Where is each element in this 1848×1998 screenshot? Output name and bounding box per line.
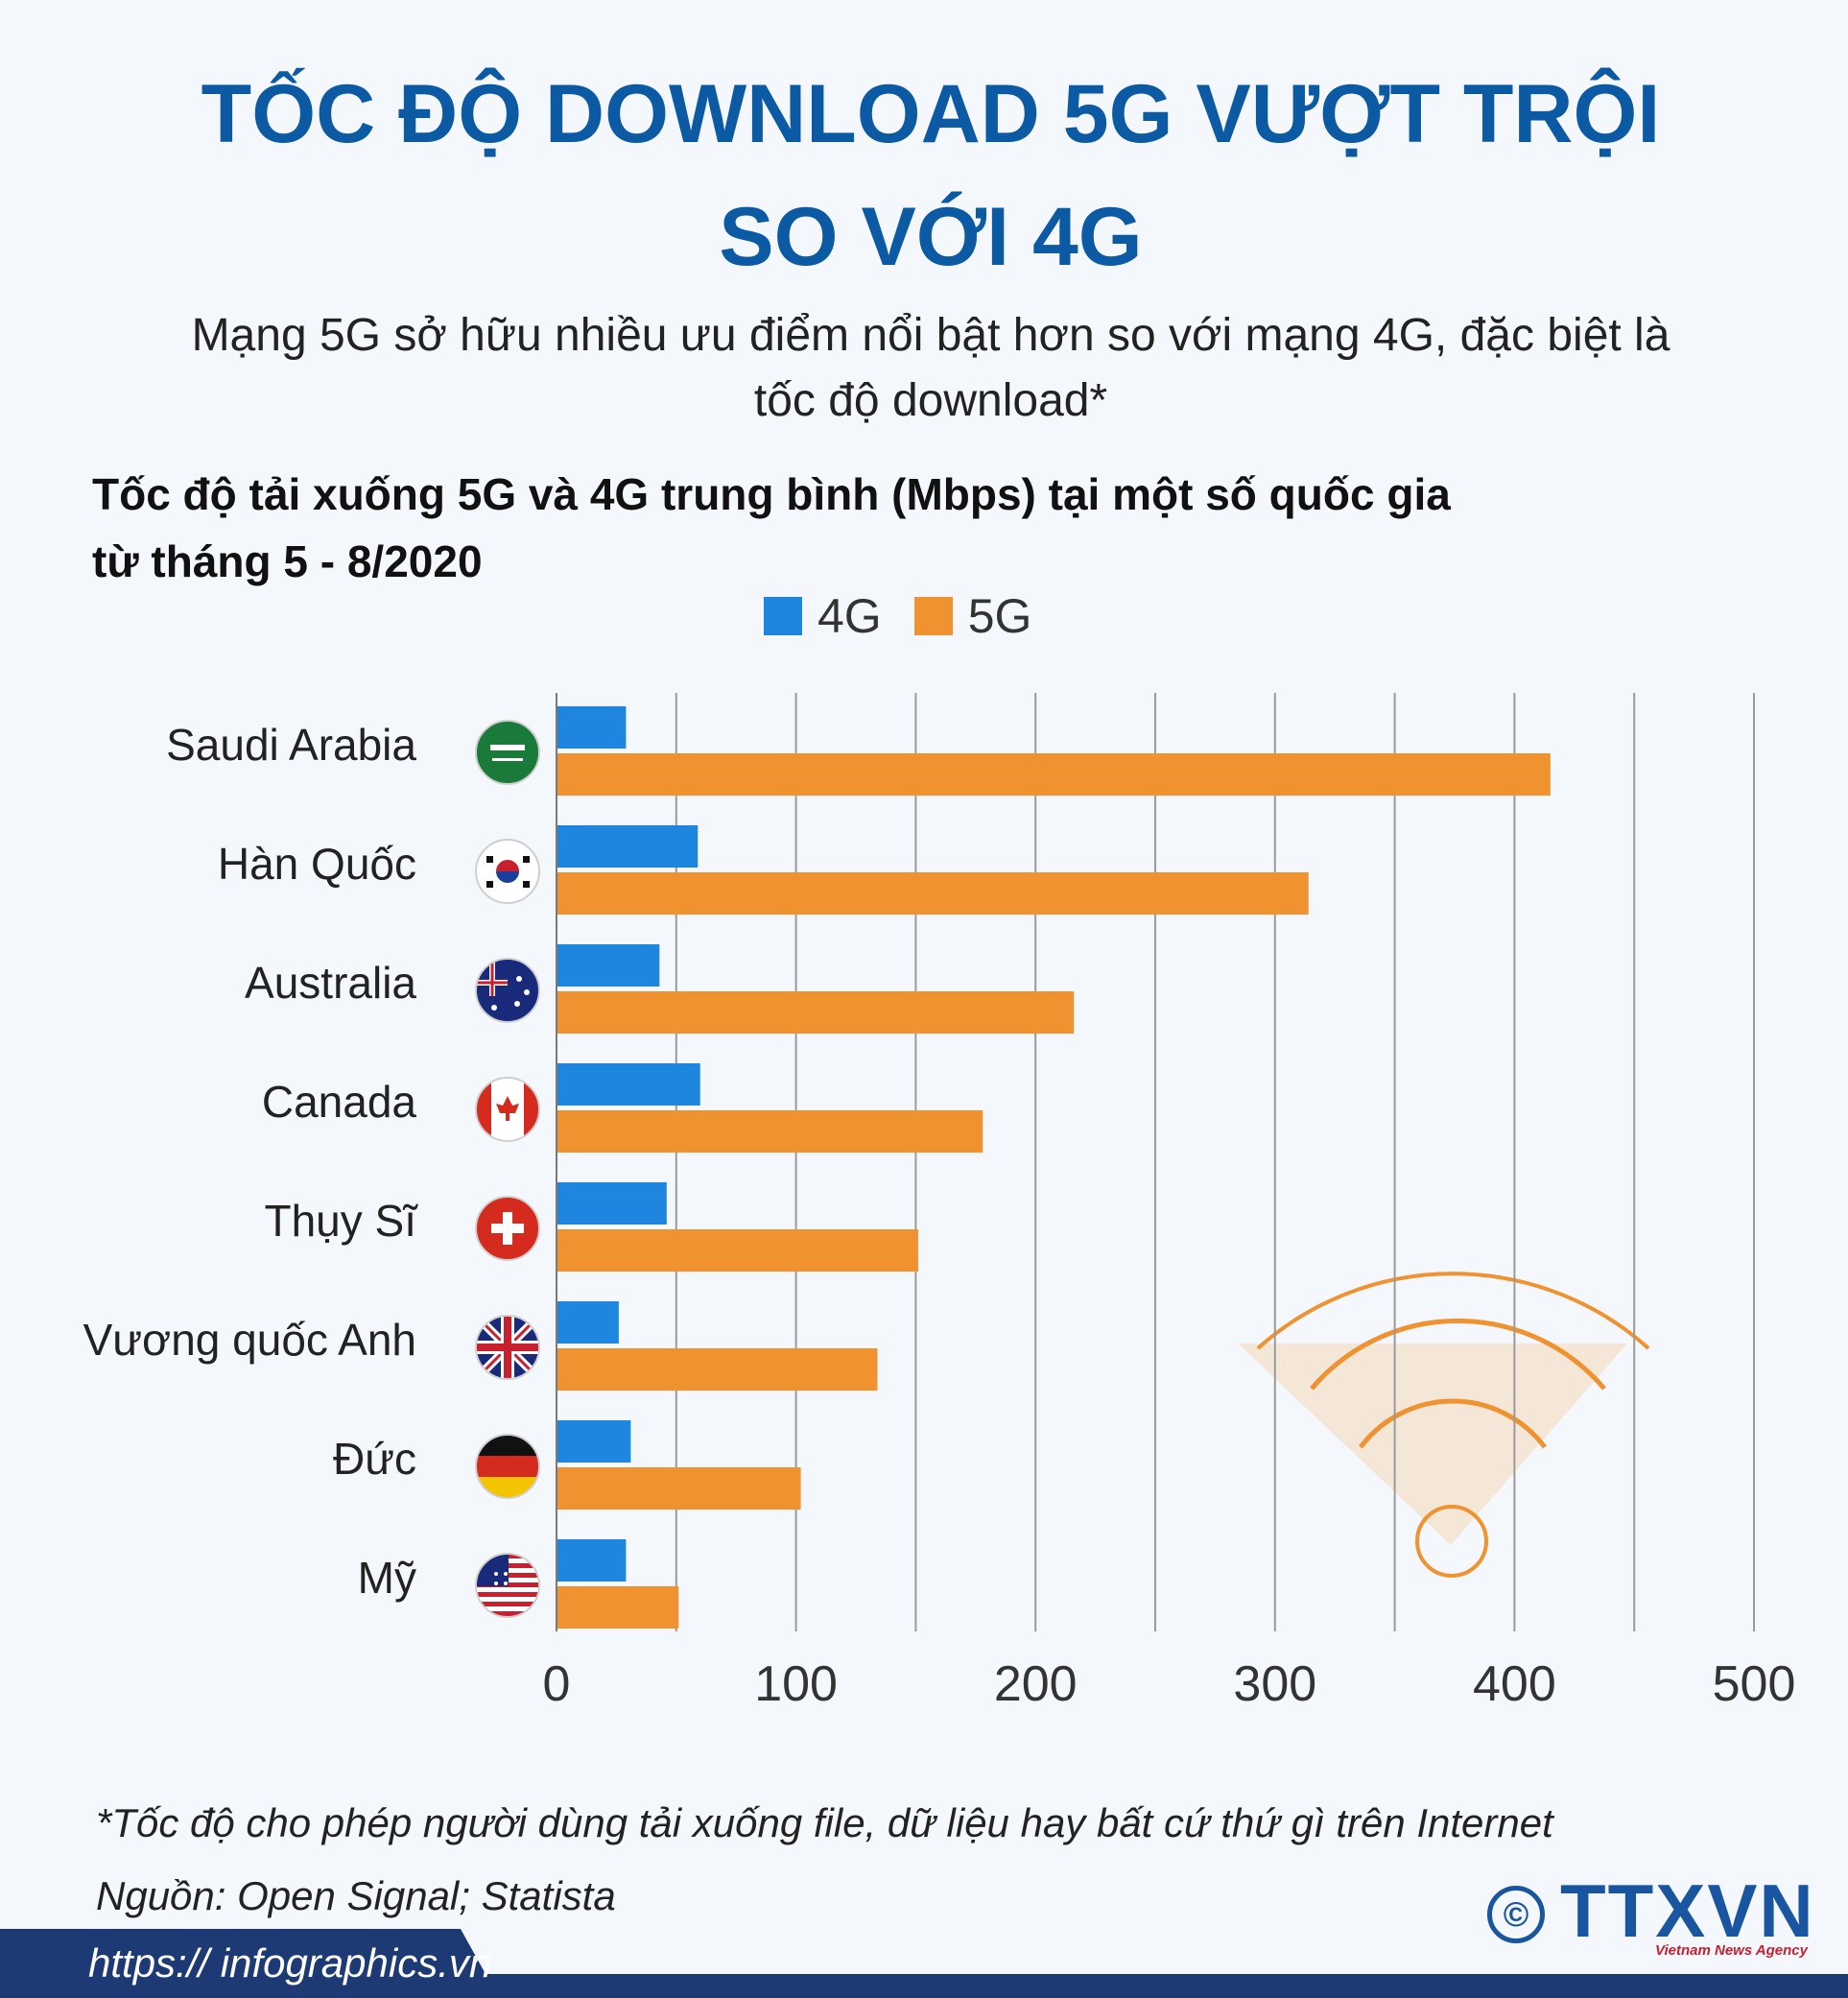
bar-5g	[557, 1110, 983, 1153]
category-label: Canada	[262, 1077, 417, 1127]
logo-subtext: Vietnam News Agency	[1655, 1942, 1808, 1959]
x-tick-label: 0	[543, 1656, 571, 1712]
bar-4g	[557, 1182, 667, 1225]
category-label: Australia	[245, 958, 416, 1008]
x-axis-ticks: 0 100 200 300 400 500	[543, 1656, 1796, 1712]
legend-swatch-4g	[764, 597, 802, 635]
page-title: TỐC ĐỘ DOWNLOAD 5G VƯỢT TRỘI SO VỚI 4G	[58, 53, 1804, 298]
url-banner	[0, 1929, 489, 1998]
legend-item-4g: 4G	[764, 588, 882, 644]
bar-4g	[557, 706, 627, 749]
footnote-block: *Tốc độ cho phép người dùng tải xuống fi…	[96, 1787, 1727, 1933]
x-tick-label: 400	[1473, 1656, 1556, 1712]
category-label: Thụy Sĩ	[264, 1196, 418, 1246]
subtitle-line-1: Mạng 5G sở hữu nhiều ưu điểm nổi bật hơn…	[191, 310, 1670, 361]
x-tick-label: 500	[1713, 1656, 1796, 1712]
chart-legend: 4G 5G	[764, 587, 1031, 645]
chart-heading: Tốc độ tải xuống 5G và 4G trung bình (Mb…	[92, 461, 1800, 595]
category-label: Đức	[333, 1434, 416, 1484]
wifi-signal-icon	[1238, 1272, 1650, 1578]
uk-flag-icon	[475, 1315, 540, 1380]
bar-5g	[557, 872, 1309, 915]
canada-flag-icon	[475, 1077, 540, 1142]
chart-bars	[557, 706, 1551, 1629]
site-url[interactable]: https:// infographics.vn	[88, 1940, 492, 1986]
legend-label-4g: 4G	[817, 589, 882, 643]
korea-flag-icon	[475, 839, 540, 904]
switzerland-flag-icon	[475, 1196, 540, 1261]
bar-4g	[557, 1420, 631, 1463]
x-tick-label: 200	[994, 1656, 1078, 1712]
category-label: Vương quốc Anh	[83, 1315, 416, 1365]
bar-4g	[557, 825, 699, 868]
bar-chart: 0 100 200 300 400 500 Saudi Arabia Hàn Quốc Aus…	[83, 693, 1796, 1712]
page-subtitle: Mạng 5G sở hữu nhiều ưu điểm nổi bật hơn…	[58, 303, 1804, 434]
saudi-flag-icon	[475, 720, 540, 785]
germany-flag-icon	[475, 1434, 540, 1499]
bar-5g	[557, 753, 1551, 796]
footnote-text: *Tốc độ cho phép người dùng tải xuống fi…	[96, 1800, 1553, 1845]
chart-heading-line-1: Tốc độ tải xuống 5G và 4G trung bình (Mb…	[92, 469, 1451, 519]
bar-5g	[557, 1348, 878, 1391]
chart-heading-line-2: từ tháng 5 - 8/2020	[92, 536, 483, 586]
subtitle-line-2: tốc độ download*	[753, 375, 1108, 426]
australia-flag-icon	[475, 958, 540, 1023]
legend-item-5g: 5G	[913, 588, 1032, 644]
legend-swatch-5g	[913, 597, 953, 635]
category-label: Mỹ	[358, 1553, 416, 1603]
category-label: Hàn Quốc	[218, 839, 416, 889]
bar-4g	[557, 1301, 619, 1344]
bar-5g	[557, 1586, 679, 1629]
source-text: Nguồn: Open Signal; Statista	[96, 1873, 616, 1918]
legend-label-5g: 5G	[967, 589, 1032, 643]
copyright-icon: ©	[1487, 1886, 1545, 1943]
usa-flag-icon	[475, 1553, 540, 1618]
bar-4g	[557, 1539, 627, 1582]
bar-5g	[557, 1229, 918, 1272]
category-label: Saudi Arabia	[166, 720, 416, 770]
x-tick-label: 300	[1233, 1656, 1316, 1712]
title-line-2: SO VỚI 4G	[719, 191, 1143, 283]
chart-grid	[675, 693, 1755, 1631]
country-flags	[475, 720, 540, 1618]
ttxvn-logo: TTXVN Vietnam News Agency	[1560, 1868, 1815, 1960]
bar-5g	[557, 1467, 801, 1510]
logo-text: TTXVN	[1560, 1868, 1815, 1953]
category-labels: Saudi Arabia Hàn Quốc Australia Canada Thụy …	[83, 720, 419, 1603]
title-line-1: TỐC ĐỘ DOWNLOAD 5G VƯỢT TRỘI	[201, 68, 1661, 160]
bar-4g	[557, 1063, 700, 1106]
x-tick-label: 100	[754, 1656, 838, 1712]
bar-4g	[557, 944, 660, 987]
bar-5g	[557, 991, 1075, 1034]
